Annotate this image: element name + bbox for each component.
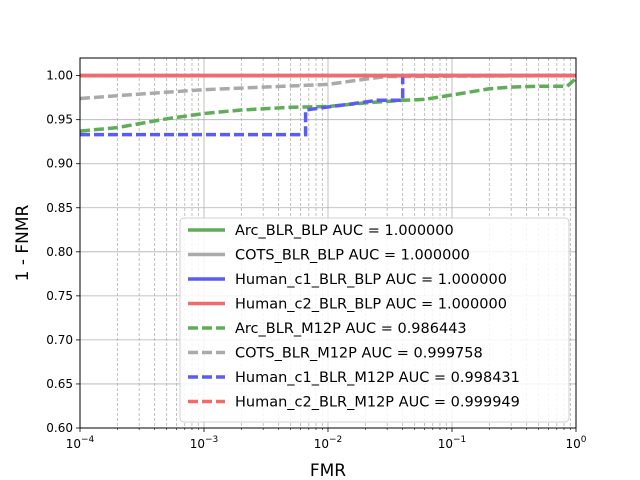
- series-lines: [79, 73, 578, 137]
- legend-entry-1: Arc_BLR_BLP AUC = 1.000000: [235, 223, 454, 239]
- x-tick-label: 100: [565, 435, 586, 451]
- y-tick-label: 1.00: [46, 69, 73, 83]
- x-tick-label: 10−2: [314, 435, 343, 451]
- y-tick-label: 0.60: [46, 421, 73, 435]
- y-tick-label: 0.70: [46, 333, 73, 347]
- legend-entry-5: Arc_BLR_M12P AUC = 0.986443: [235, 321, 467, 337]
- y-tick-label: 0.80: [46, 245, 73, 259]
- x-tick-label: 10−4: [66, 435, 95, 451]
- x-tick-label: 10−1: [438, 435, 467, 451]
- legend-entry-3: Human_c1_BLR_BLP AUC = 1.000000: [235, 272, 507, 288]
- legend: Arc_BLR_BLP AUC = 1.000000 COTS_BLR_BLP A…: [179, 217, 570, 423]
- series-line-6: [79, 73, 577, 101]
- legend-entry-4: Human_c2_BLR_BLP AUC = 1.000000: [235, 297, 507, 313]
- series-line-7: [80, 73, 576, 137]
- x-tick-label: 10−3: [190, 435, 219, 451]
- series-line-5: [79, 76, 578, 133]
- y-tick-label: 0.75: [46, 289, 73, 303]
- legend-entry-6: COTS_BLR_M12P AUC = 0.999758: [235, 346, 483, 362]
- y-tick-label: 0.65: [46, 377, 73, 391]
- legend-entry-2: COTS_BLR_BLP AUC = 1.000000: [235, 248, 470, 264]
- y-tick-label: 0.90: [46, 157, 73, 171]
- legend-entry-8: Human_c2_BLR_M12P AUC = 0.999949: [235, 395, 520, 411]
- legend-entry-7: Human_c1_BLR_M12P AUC = 0.998431: [235, 370, 520, 386]
- x-axis-label: FMR: [310, 461, 346, 480]
- y-tick-label: 0.85: [46, 201, 73, 215]
- y-axis-label: 1 - FNMR: [13, 204, 33, 281]
- axis-ticks: 0.60 0.65 0.70 0.75 0.80 0.85 0.90 0.95 1.00 10−4…: [46, 69, 586, 451]
- legend-box: [179, 217, 570, 423]
- y-tick-label: 0.95: [46, 113, 73, 127]
